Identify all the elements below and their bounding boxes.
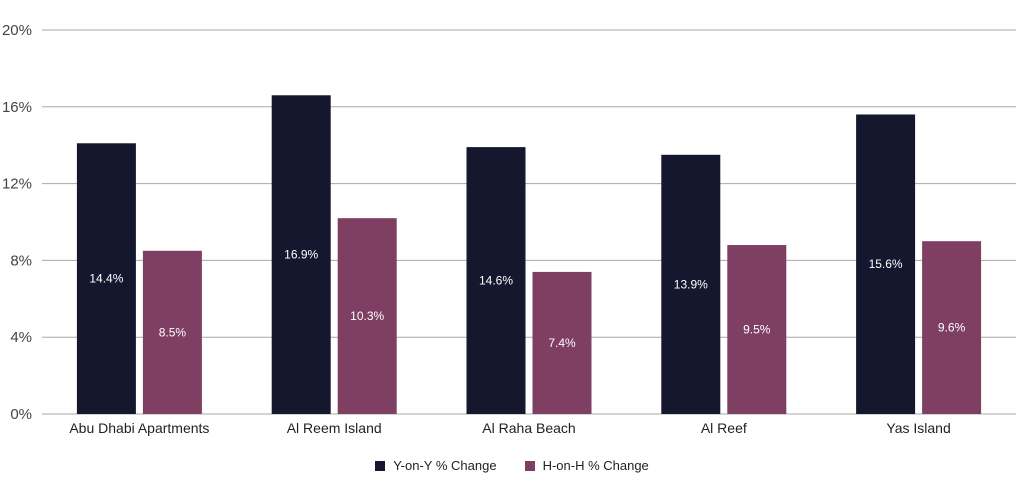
bar-series-1 bbox=[856, 114, 916, 414]
y-tick-label: 0% bbox=[10, 406, 32, 423]
x-category-label: Al Reem Island bbox=[287, 420, 382, 436]
data-labels: 14.4% 8.5% 16.9% 10.3% 14.6% 7.4% 13.9% 9.5% 15.… bbox=[89, 248, 965, 350]
legend-label-series-1: Y-on-Y % Change bbox=[393, 458, 497, 473]
legend-label-series-2: H-on-H % Change bbox=[542, 458, 649, 473]
bar-series-1 bbox=[661, 154, 721, 415]
y-tick-label: 8% bbox=[10, 252, 32, 269]
bar-series-2 bbox=[337, 218, 397, 414]
bar-series-2 bbox=[532, 271, 592, 414]
data-label-series-2: 10.3% bbox=[350, 309, 384, 323]
data-label-series-1: 14.6% bbox=[479, 274, 513, 288]
data-label-series-1: 14.4% bbox=[89, 272, 123, 286]
data-label-series-2: 8.5% bbox=[159, 325, 187, 339]
x-axis-categories: Abu Dhabi Apartments Al Reem Island Al Rah… bbox=[69, 420, 950, 436]
y-tick-label: 20% bbox=[2, 22, 32, 39]
x-category-label: Al Reef bbox=[701, 420, 747, 436]
data-label-series-2: 7.4% bbox=[548, 336, 576, 350]
bar-series-2 bbox=[727, 245, 787, 414]
data-label-series-2: 9.5% bbox=[743, 323, 771, 337]
y-tick-label: 12% bbox=[2, 176, 32, 193]
x-category-label: Yas Island bbox=[886, 420, 950, 436]
x-category-label: Al Raha Beach bbox=[482, 420, 575, 436]
bar-series-2 bbox=[142, 250, 202, 414]
bar-chart: 0% 4% 8% 12% 16% 20% 14.4% 8.5% 16.9% 10.3% 14.6%… bbox=[2, 22, 1016, 436]
legend-swatch-series-2 bbox=[524, 460, 535, 471]
bar-series-1 bbox=[271, 95, 331, 414]
legend-item-series-1: Y-on-Y % Change bbox=[375, 458, 497, 473]
y-tick-label: 16% bbox=[2, 99, 32, 116]
data-label-series-1: 16.9% bbox=[284, 248, 318, 262]
gridlines bbox=[42, 29, 1016, 415]
data-label-series-2: 9.6% bbox=[938, 321, 966, 335]
data-label-series-1: 13.9% bbox=[674, 277, 708, 291]
bar-series-1 bbox=[76, 143, 136, 414]
data-label-series-1: 15.6% bbox=[869, 257, 903, 271]
legend-swatch-series-1 bbox=[375, 460, 386, 471]
bar-series-1 bbox=[466, 147, 526, 414]
x-category-label: Abu Dhabi Apartments bbox=[69, 420, 209, 436]
bar-series-2 bbox=[922, 241, 982, 414]
y-axis-ticks: 0% 4% 8% 12% 16% 20% bbox=[2, 22, 32, 423]
legend: Y-on-Y % Change H-on-H % Change bbox=[0, 458, 1024, 473]
y-tick-label: 4% bbox=[10, 329, 32, 346]
legend-item-series-2: H-on-H % Change bbox=[524, 458, 649, 473]
bars bbox=[76, 95, 982, 415]
